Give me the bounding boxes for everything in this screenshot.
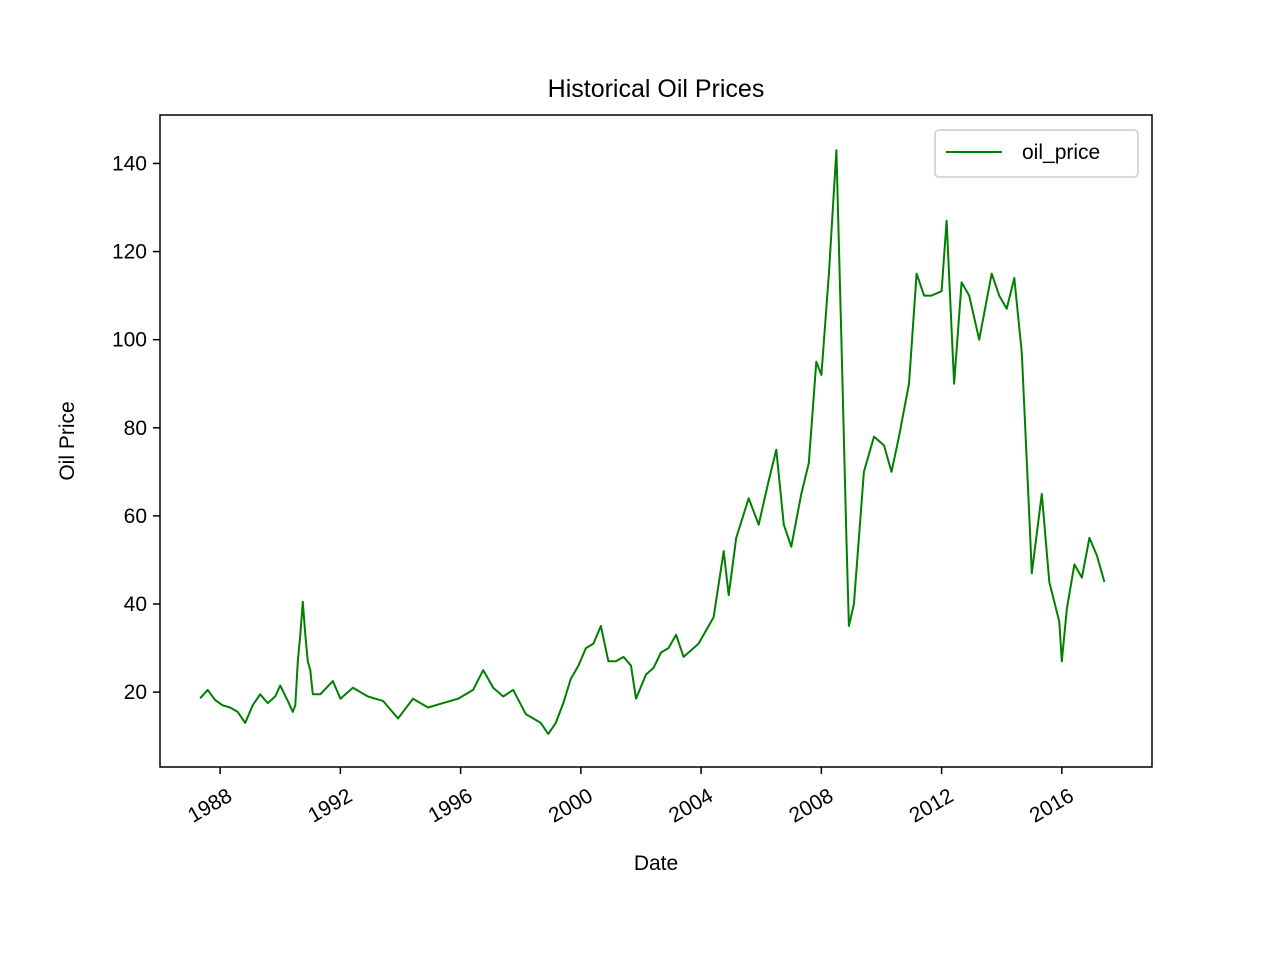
y-tick-label: 120 (112, 241, 147, 264)
y-tick-label: 60 (124, 505, 147, 528)
y-tick-label: 100 (112, 329, 147, 352)
legend-label-oil-price: oil_price (1022, 141, 1100, 164)
x-tick-label: 2012 (905, 784, 957, 827)
y-tick-label: 40 (124, 593, 147, 616)
x-axis-label: Date (634, 852, 678, 875)
x-tick-label: 1996 (425, 784, 477, 827)
y-axis-label: Oil Price (56, 401, 79, 480)
x-tick-label: 2008 (785, 784, 837, 827)
x-tick-label: 1992 (304, 784, 356, 827)
x-tick-label: 2016 (1026, 784, 1078, 827)
y-tick-label: 20 (124, 681, 147, 704)
x-tick-label: 1988 (184, 784, 236, 827)
legend-box (934, 129, 1139, 178)
x-tick-label: 2004 (665, 784, 717, 827)
y-tick-label: 140 (112, 152, 147, 175)
y-axis: 20 40 60 80 100 120 140 (112, 152, 160, 704)
series-line-oil-price (199, 149, 1106, 735)
x-axis: 1988 1992 1996 2000 2004 2008 2012 2016 (184, 767, 1078, 827)
axes-frame (159, 114, 1153, 768)
chart-title: Historical Oil Prices (548, 75, 765, 103)
plot-area (199, 149, 1106, 735)
legend: oil_price (934, 129, 1139, 178)
y-tick-label: 80 (124, 417, 147, 440)
x-tick-label: 2000 (545, 784, 597, 827)
